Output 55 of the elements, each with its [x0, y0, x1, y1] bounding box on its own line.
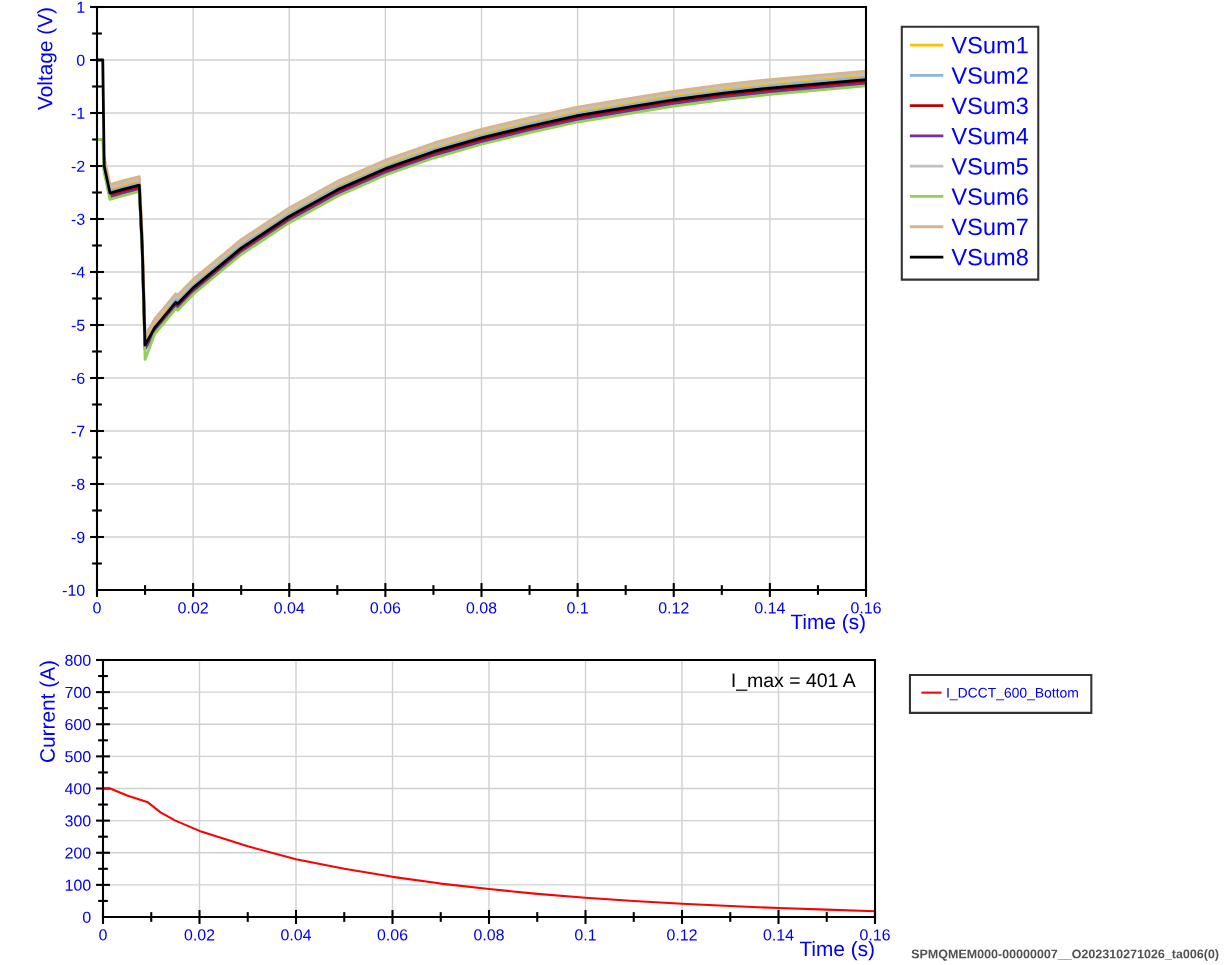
- x-tick-label: 0.08: [474, 929, 504, 941]
- y-tick-label: -7: [71, 425, 85, 437]
- x-tick-label: 0.12: [658, 602, 689, 614]
- x-tick-label: 0.1: [575, 929, 596, 941]
- x-tick-label: 0: [99, 929, 107, 941]
- legend-label: VSum7: [951, 218, 1028, 236]
- line-series: [103, 787, 875, 913]
- x-tick-label: 0.08: [466, 602, 497, 614]
- legend-label: VSum1: [951, 36, 1028, 54]
- y-tick-label: -3: [71, 213, 85, 225]
- x-tick-label: 0.14: [763, 929, 794, 941]
- x-tick-label: 0.06: [370, 602, 401, 614]
- x-axis-title: Time (s): [799, 940, 874, 961]
- annotation: I_max = 401 A: [732, 673, 856, 691]
- y-tick-label: 200: [65, 847, 91, 859]
- x-tick-label: 0.14: [754, 602, 785, 614]
- text: SPMQMEM000-00000007__O202310271026_ta006(0): [911, 949, 1219, 961]
- x-tick-label: 0.12: [667, 929, 697, 941]
- x-tick-label: 0.16: [851, 602, 881, 614]
- legend-label: I_DCCT_600_Bottom: [947, 687, 1078, 701]
- y-tick-label: 0: [76, 54, 85, 66]
- legend-label: VSum3: [951, 97, 1028, 115]
- y-tick-label: -9: [71, 531, 85, 543]
- legend-label: VSum2: [951, 67, 1028, 84]
- x-tick-label: 0.02: [178, 602, 208, 614]
- legend-label: VSum8: [951, 248, 1028, 266]
- y-tick-label: 600: [65, 718, 91, 731]
- y-tick-label: -10: [62, 584, 85, 596]
- y-tick-label: 500: [65, 751, 91, 763]
- y-tick-label: -6: [71, 372, 85, 384]
- legend-label: VSum5: [951, 157, 1028, 175]
- x-tick-label: 0: [93, 602, 101, 614]
- y-tick-label: 1: [77, 1, 85, 13]
- y-tick-label: 300: [65, 815, 91, 827]
- y-tick-label: -8: [71, 478, 85, 490]
- legend-label: VSum4: [951, 127, 1029, 145]
- x-tick-label: 0.04: [281, 929, 312, 941]
- y-axis-title: Voltage (V): [37, 8, 57, 110]
- x-tick-label: 0.04: [274, 602, 305, 614]
- y-tick-label: -2: [71, 160, 85, 172]
- y-tick-label: 700: [65, 686, 91, 699]
- y-tick-label: 400: [64, 783, 91, 795]
- y-tick-label: -4: [71, 266, 85, 278]
- y-tick-label: -1: [71, 107, 85, 119]
- x-tick-label: 0.02: [184, 929, 215, 941]
- y-tick-label: 100: [65, 879, 91, 891]
- y-tick-label: -5: [71, 319, 85, 331]
- y-tick-label: 0: [82, 911, 91, 923]
- x-tick-label: 0.06: [377, 929, 408, 941]
- y-tick-label: 800: [65, 654, 91, 666]
- y-axis-title: Current (A): [39, 661, 59, 762]
- x-tick-label: 0.1: [567, 602, 588, 614]
- legend-label: VSum6: [951, 188, 1028, 205]
- x-tick-label: 0.16: [860, 929, 890, 941]
- x-axis-title: Time (s): [790, 613, 865, 634]
